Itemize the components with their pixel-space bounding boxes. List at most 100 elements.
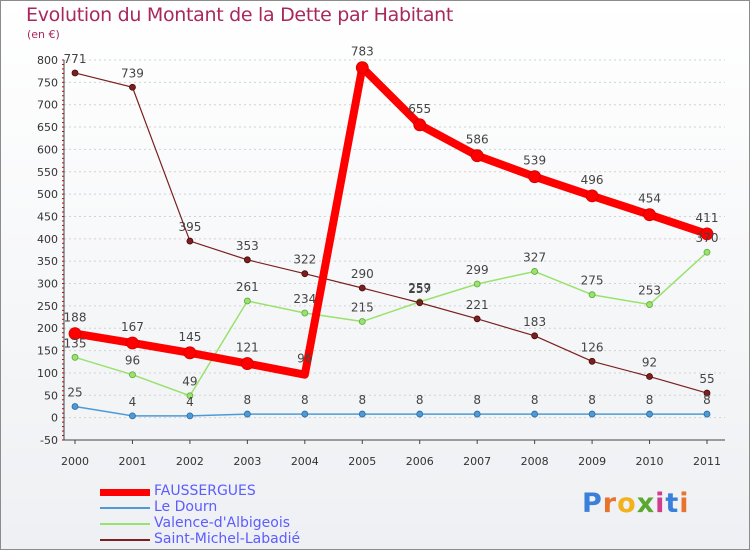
- x-tick-label-2006: 2006: [406, 455, 434, 468]
- legend-label-le-dourn: Le Dourn: [154, 499, 218, 515]
- data-label-le-dourn-2007: 8: [473, 393, 481, 407]
- point-valence-d-albigeois-2001: [129, 371, 136, 379]
- data-label-le-dourn-2000: 25: [67, 385, 82, 399]
- point-faussergues-2000: [68, 327, 82, 341]
- data-label-le-dourn-2002: 4: [186, 395, 194, 409]
- y-tick-label: 0: [51, 412, 58, 425]
- x-tick-label-2002: 2002: [176, 455, 204, 468]
- point-saint-michel-labadi-2001: [129, 83, 136, 91]
- data-label-valence-d-albigeois-2009: 275: [581, 274, 604, 288]
- data-label-valence-d-albigeois-2005: 215: [351, 301, 374, 315]
- series-line-saint-michel-labadi: [74, 72, 708, 394]
- point-faussergues-2001: [126, 336, 139, 350]
- y-tick-label: 50: [44, 389, 58, 402]
- data-label-layer: 771 739 395 353 322 290 257 221 183 126 92 55 135 96 4…: [64, 45, 719, 409]
- x-tick-label-2003: 2003: [233, 455, 261, 468]
- point-valence-d-albigeois-2010: [646, 301, 653, 308]
- data-label-valence-d-albigeois-2000: 135: [64, 336, 87, 350]
- data-label-valence-d-albigeois-2008: 327: [523, 250, 546, 264]
- point-valence-d-albigeois-2005: [358, 318, 366, 325]
- logo-letter: P: [582, 488, 603, 519]
- point-saint-michel-labadi-2003: [243, 256, 251, 264]
- data-label-faussergues-2006: 655: [408, 102, 431, 116]
- logo-letter: i: [655, 488, 666, 519]
- data-label-saint-michel-labadi-2006: 257: [408, 282, 431, 296]
- data-label-saint-michel-labadi-2004: 322: [293, 253, 316, 267]
- point-le-dourn-2003: [243, 410, 251, 418]
- x-tick-label-2010: 2010: [636, 455, 664, 468]
- data-label-saint-michel-labadi-2005: 290: [351, 267, 374, 281]
- point-saint-michel-labadi-2004: [301, 270, 309, 278]
- x-tick-label-2007: 2007: [463, 455, 491, 468]
- point-le-dourn-2002: [186, 412, 194, 420]
- data-label-le-dourn-2005: 8: [358, 393, 366, 407]
- data-label-faussergues-2000: 188: [64, 311, 87, 325]
- data-label-faussergues-2003: 121: [236, 341, 259, 355]
- point-le-dourn-2004: [301, 410, 309, 418]
- data-label-faussergues-2002: 145: [178, 330, 201, 344]
- proxiti-logo: Proxiti: [582, 488, 690, 519]
- point-valence-d-albigeois-2009: [588, 291, 596, 299]
- y-tick-label: 550: [37, 166, 58, 179]
- point-valence-d-albigeois-2008: [531, 268, 539, 275]
- data-label-valence-d-albigeois-2007: 299: [466, 263, 489, 277]
- logo-letter: r: [602, 488, 618, 519]
- data-label-faussergues-2007: 586: [466, 133, 489, 147]
- data-label-saint-michel-labadi-2003: 353: [236, 239, 259, 253]
- y-tick-label: 250: [37, 300, 58, 313]
- point-le-dourn-2011: [703, 410, 711, 418]
- y-tick-label: 300: [37, 278, 58, 291]
- point-faussergues-2007: [470, 149, 484, 163]
- y-tick-label: 800: [37, 54, 58, 67]
- point-faussergues-2004: [302, 372, 307, 377]
- point-faussergues-2005: [355, 61, 369, 74]
- point-le-dourn-2005: [358, 410, 366, 418]
- data-label-saint-michel-labadi-2000: 771: [64, 52, 87, 66]
- x-tick-label-2009: 2009: [578, 455, 606, 468]
- x-tick-label-2004: 2004: [291, 455, 319, 468]
- point-le-dourn-2000: [71, 403, 79, 410]
- point-faussergues-2002: [183, 346, 197, 360]
- y-tick-label: 750: [37, 76, 58, 89]
- series-line-faussergues: [71, 63, 711, 379]
- legend-label-saint-michel-labadie: Saint-Michel-Labadié: [154, 531, 301, 547]
- point-le-dourn-2010: [646, 410, 653, 418]
- data-label-faussergues-2011: 411: [696, 211, 719, 225]
- axis-layer: -50 0 50 100 150 200 250 300 350 400 450 500 550 600 6…: [37, 54, 725, 468]
- data-label-saint-michel-labadi-2002: 395: [178, 220, 201, 234]
- y-tick-label: 700: [37, 99, 58, 112]
- legend-swatch-le-dourn: [100, 507, 150, 509]
- data-label-le-dourn-2008: 8: [531, 393, 539, 407]
- data-label-saint-michel-labadi-2008: 183: [523, 315, 546, 329]
- data-label-saint-michel-labadi-2010: 92: [642, 356, 657, 370]
- data-label-faussergues-2008: 539: [523, 154, 546, 168]
- y-tick-label: 450: [37, 210, 58, 223]
- data-label-valence-d-albigeois-2011: 370: [696, 231, 719, 245]
- data-label-faussergues-2001: 167: [121, 320, 144, 334]
- grid-layer: [64, 59, 725, 441]
- point-saint-michel-labadi-2006: [416, 299, 424, 307]
- x-tick-label-2011: 2011: [693, 455, 721, 468]
- point-le-dourn-2008: [531, 410, 539, 418]
- data-label-saint-michel-labadi-2011: 55: [699, 372, 714, 386]
- point-faussergues-2008: [528, 170, 542, 184]
- logo-letter: x: [636, 488, 656, 519]
- point-faussergues-2003: [240, 357, 254, 370]
- data-label-faussergues-2009: 496: [581, 173, 604, 187]
- y-tick-label: 500: [37, 188, 58, 201]
- series-layer: [68, 61, 714, 420]
- point-valence-d-albigeois-2003: [243, 297, 251, 305]
- point-le-dourn-2007: [473, 410, 481, 418]
- point-le-dourn-2009: [588, 410, 596, 418]
- legend-swatch-saint-michel-labadie: [100, 539, 150, 541]
- data-label-valence-d-albigeois-2002: 49: [182, 375, 197, 389]
- point-saint-michel-labadi-2005: [358, 284, 366, 292]
- point-faussergues-2009: [585, 189, 599, 203]
- point-faussergues-2011: [700, 227, 714, 241]
- data-label-le-dourn-2011: 8: [703, 393, 711, 407]
- data-label-valence-d-albigeois-2006: 259: [408, 281, 431, 295]
- point-saint-michel-labadi-2002: [186, 237, 194, 245]
- logo-letter: o: [617, 488, 637, 519]
- series-line-valence-d-albigeois: [74, 251, 708, 397]
